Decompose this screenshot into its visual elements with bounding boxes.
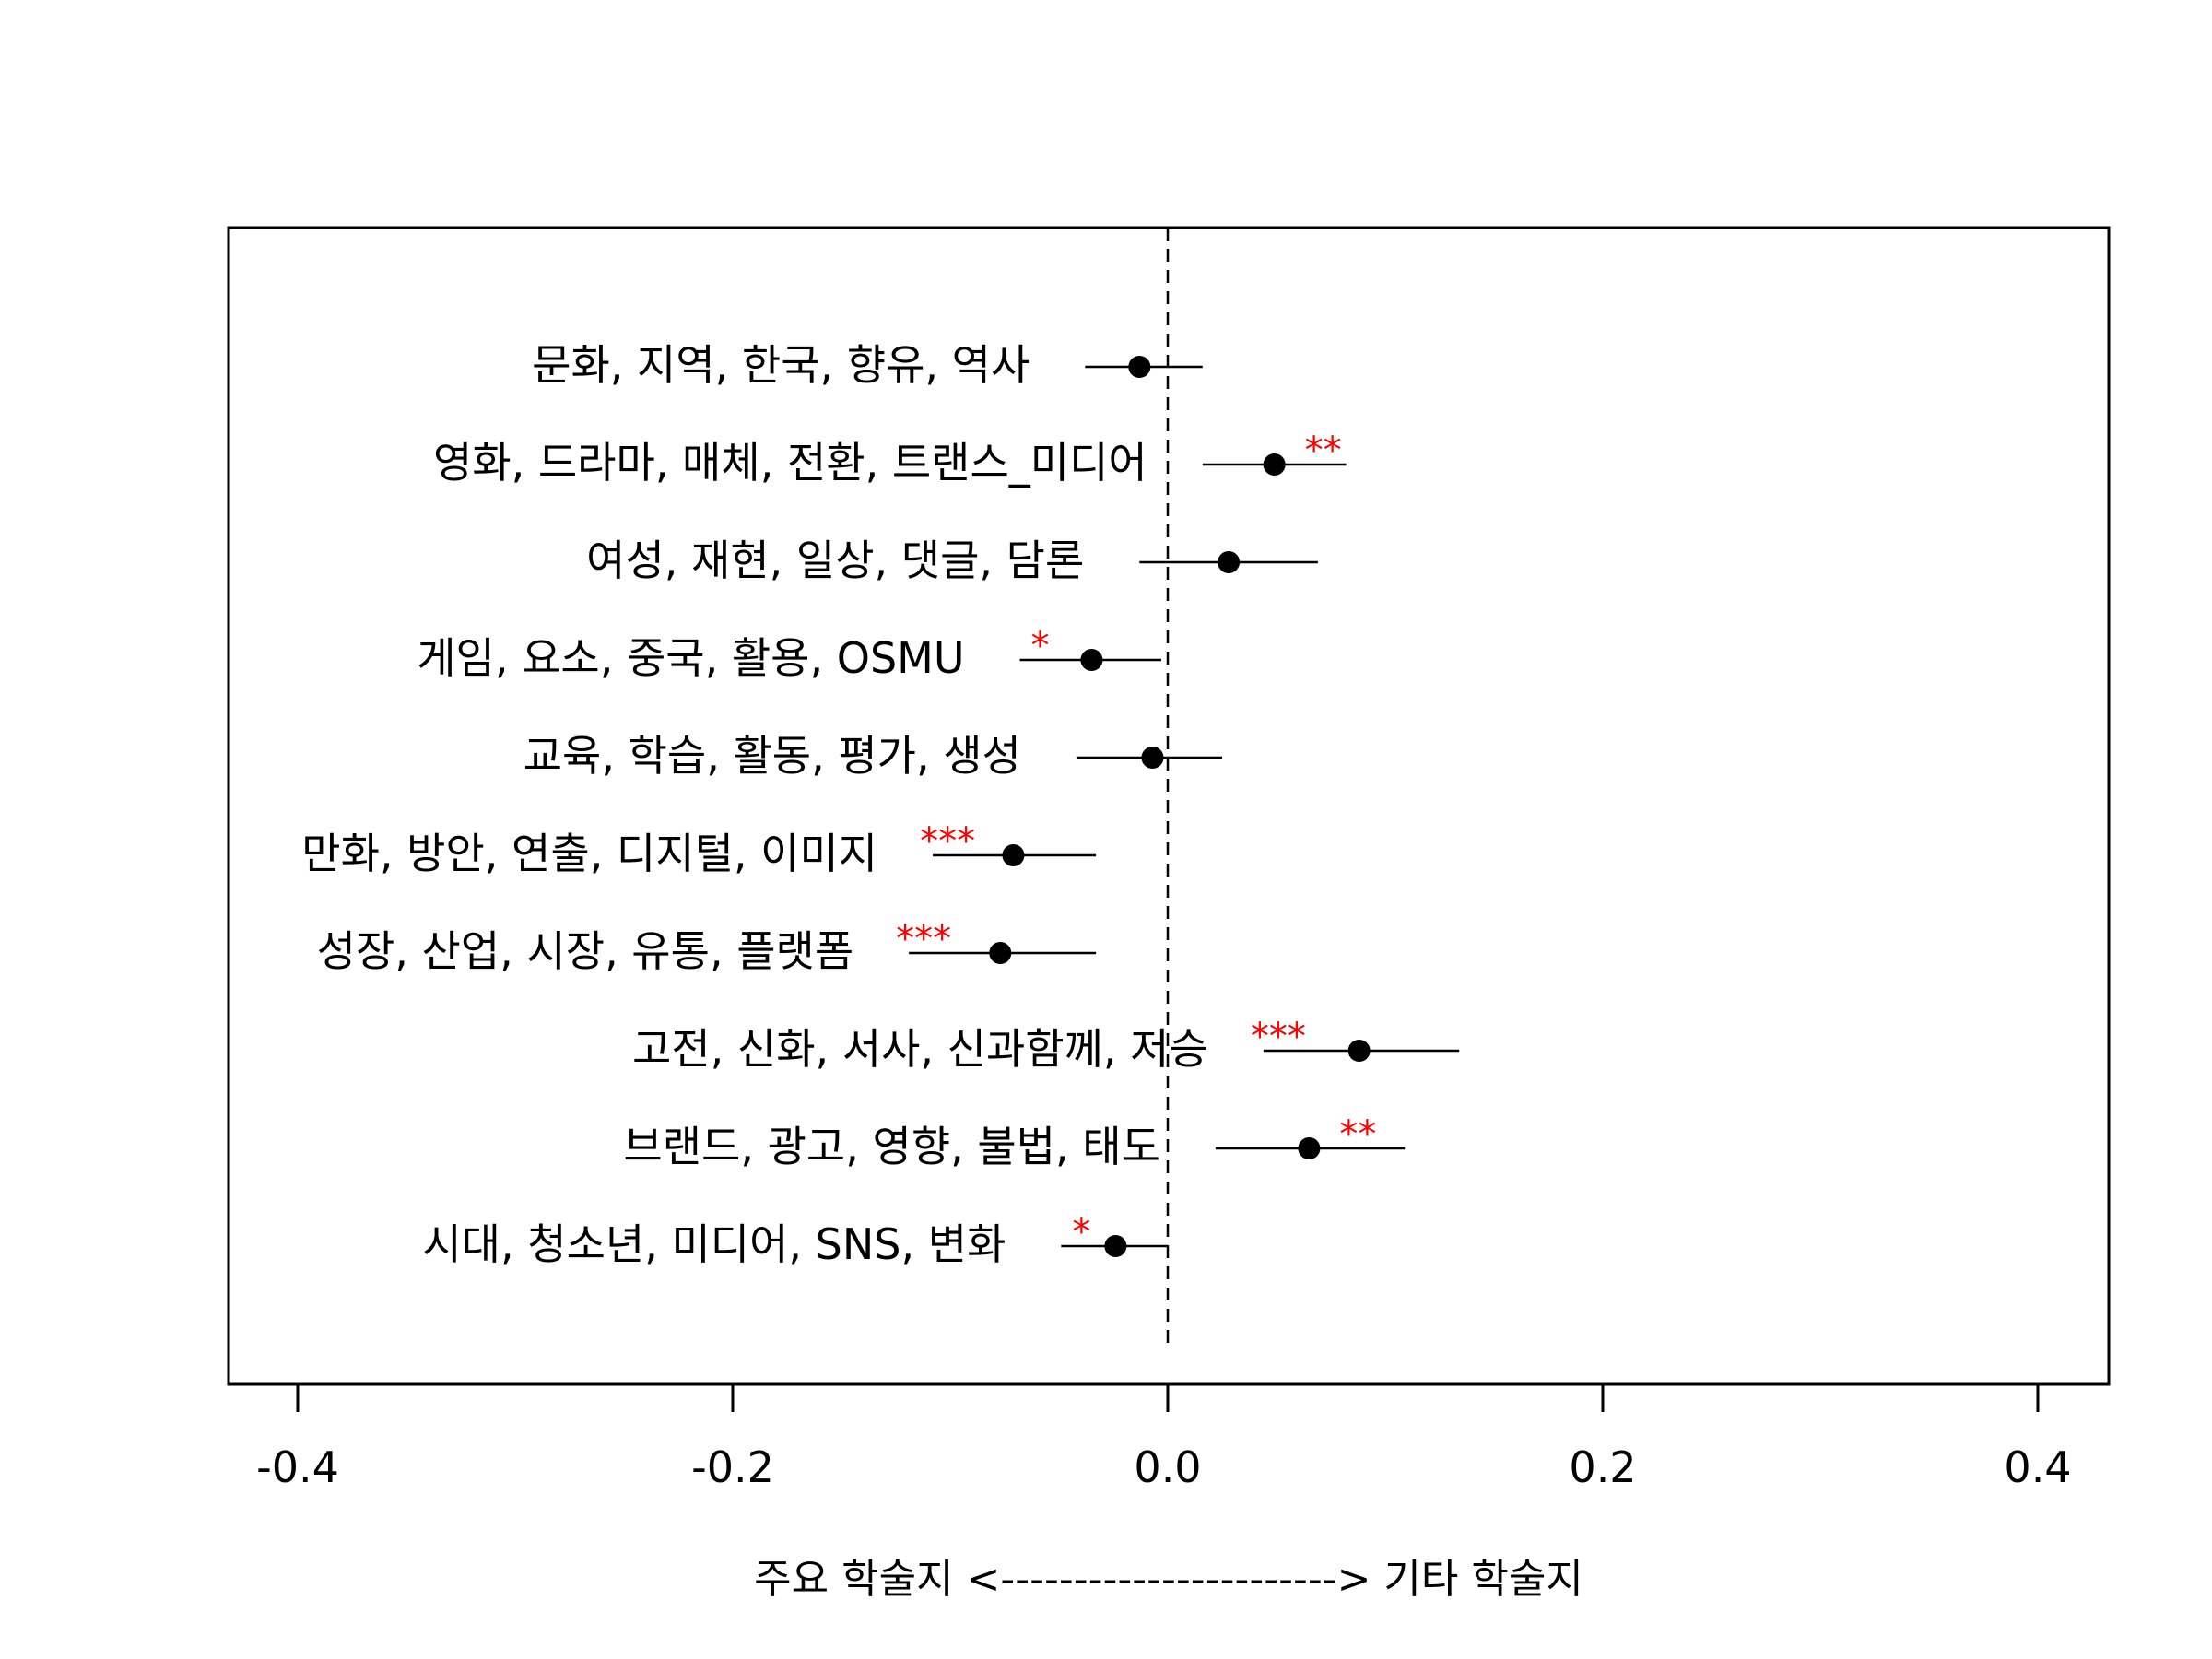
- data-row: 교육, 학습, 활동, 평가, 생성: [524, 731, 1222, 781]
- significance-marker: ***: [920, 820, 975, 863]
- x-tick-label: -0.2: [691, 1442, 774, 1492]
- row-label: 게임, 요소, 중국, 활용, OSMU: [417, 633, 964, 683]
- significance-marker: ***: [896, 918, 951, 960]
- data-row: 문화, 지역, 한국, 향유, 역사: [532, 340, 1203, 390]
- row-label: 성장, 산업, 시장, 유통, 플랫폼: [317, 926, 854, 976]
- estimate-point: [1002, 844, 1025, 866]
- row-label: 고전, 신화, 서사, 신과함께, 저승: [632, 1024, 1208, 1074]
- estimate-point: [1080, 649, 1103, 671]
- x-tick-label: 0.2: [1569, 1442, 1636, 1492]
- x-axis-label: 주요 학술지 <-----------------------> 기타 학술지: [754, 1556, 1583, 1603]
- estimate-point: [1347, 1040, 1371, 1062]
- data-row: 성장, 산업, 시장, 유통, 플랫폼 ***: [317, 918, 1097, 976]
- row-label: 브랜드, 광고, 영향, 불법, 태도: [623, 1122, 1160, 1171]
- estimate-point: [1141, 747, 1164, 769]
- significance-marker: **: [1305, 429, 1342, 472]
- significance-marker: *: [1072, 1211, 1090, 1253]
- data-row: 게임, 요소, 중국, 활용, OSMU *: [417, 625, 1161, 683]
- row-label: 문화, 지역, 한국, 향유, 역사: [532, 340, 1030, 390]
- x-axis: -0.4 -0.2 0.0 0.2 0.4: [256, 1382, 2072, 1492]
- row-label: 교육, 학습, 활동, 평가, 생성: [524, 731, 1021, 781]
- data-row: 브랜드, 광고, 영향, 불법, 태도 **: [623, 1113, 1406, 1171]
- significance-marker: **: [1339, 1113, 1376, 1156]
- estimate-point: [1298, 1137, 1321, 1159]
- x-tick-label: -0.4: [256, 1442, 339, 1492]
- estimate-point: [1263, 453, 1286, 476]
- data-row: 영화, 드라마, 매체, 전환, 트랜스_미디어 **: [433, 429, 1347, 488]
- row-label: 여성, 재현, 일상, 댓글, 담론: [586, 535, 1084, 585]
- data-row: 만화, 방안, 연출, 디지털, 이미지 ***: [301, 820, 1097, 878]
- x-tick-label: 0.0: [1134, 1442, 1201, 1492]
- significance-marker: *: [1031, 625, 1050, 667]
- row-label: 만화, 방안, 연출, 디지털, 이미지: [301, 829, 877, 878]
- significance-marker: ***: [1251, 1016, 1306, 1058]
- estimate-point: [989, 942, 1012, 964]
- x-tick-label: 0.4: [2004, 1442, 2071, 1492]
- row-label: 영화, 드라마, 매체, 전환, 트랜스_미디어: [433, 438, 1147, 488]
- data-row: 시대, 청소년, 미디어, SNS, 변화 *: [422, 1211, 1168, 1269]
- estimate-point: [1128, 356, 1151, 378]
- data-row: 여성, 재현, 일상, 댓글, 담론: [586, 535, 1318, 585]
- row-label: 시대, 청소년, 미디어, SNS, 변화: [422, 1219, 1006, 1269]
- data-row: 고전, 신화, 서사, 신과함께, 저승 ***: [632, 1016, 1460, 1074]
- estimate-point: [1218, 551, 1241, 573]
- estimate-point: [1104, 1235, 1127, 1257]
